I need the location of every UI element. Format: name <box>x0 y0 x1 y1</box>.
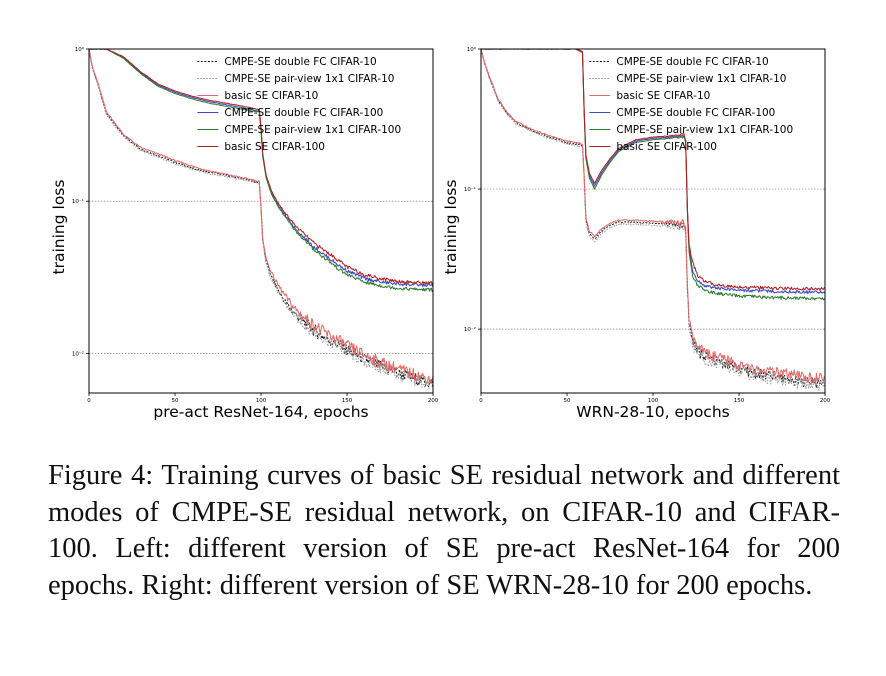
legend-label: CMPE-SE double FC CIFAR-10 <box>616 56 768 68</box>
chart-left: 10⁰ 10⁻¹ 10⁻² 0 50 100 150 200 CMPE-SE double FC… <box>44 40 439 426</box>
chart-svg: 10⁰ 10⁻¹ 10⁻² 0 50 100 150 200 CMPE-SE double FC… <box>442 46 831 421</box>
series-line <box>481 49 825 291</box>
y-tick-label: 10⁻¹ <box>72 198 84 205</box>
x-tick-label: 200 <box>428 398 439 404</box>
series-line <box>89 49 433 385</box>
series-line <box>481 49 825 294</box>
series-line <box>89 49 433 286</box>
y-tick-label: 10⁻² <box>464 326 476 333</box>
x-tick-label: 0 <box>87 398 91 404</box>
y-axis-label: training loss <box>50 180 68 275</box>
series-line <box>481 49 825 301</box>
y-axis-label: training loss <box>442 180 460 275</box>
y-tick-label: 10⁻¹ <box>464 186 476 193</box>
figure-caption: Figure 4: Training curves of basic SE re… <box>48 460 840 601</box>
legend-label: CMPE-SE pair-view 1x1 CIFAR-100 <box>224 124 401 136</box>
legend-label: basic SE CIFAR-100 <box>224 141 325 153</box>
legend-label: basic SE CIFAR-10 <box>616 90 710 102</box>
series-line <box>481 49 825 392</box>
x-tick-label: 50 <box>172 398 179 404</box>
series-line <box>481 49 825 385</box>
chart-svg: 10⁰ 10⁻¹ 10⁻² 0 50 100 150 200 CMPE-SE double FC… <box>50 46 439 421</box>
legend-label: CMPE-SE pair-view 1x1 CIFAR-10 <box>224 73 394 85</box>
x-tick-label: 150 <box>734 398 745 404</box>
x-axis-label: WRN-28-10, epochs <box>576 403 729 421</box>
series-line <box>89 49 433 389</box>
x-tick-label: 150 <box>342 398 353 404</box>
y-tick-label: 10⁻² <box>72 350 84 357</box>
series-line <box>89 49 433 292</box>
chart-right: 10⁰ 10⁻¹ 10⁻² 0 50 100 150 200 CMPE-SE double FC… <box>436 40 831 426</box>
legend-label: CMPE-SE double FC CIFAR-100 <box>224 107 383 119</box>
x-tick-label: 50 <box>564 398 571 404</box>
legend-label: CMPE-SE double FC CIFAR-100 <box>616 107 775 119</box>
legend-label: basic SE CIFAR-100 <box>616 141 717 153</box>
y-tick-label: 10⁰ <box>75 46 85 53</box>
legend-label: CMPE-SE double FC CIFAR-10 <box>224 56 376 68</box>
x-tick-label: 100 <box>648 398 659 404</box>
legend-label: basic SE CIFAR-10 <box>224 90 318 102</box>
plot-frame <box>88 48 434 394</box>
x-tick-label: 0 <box>479 398 483 404</box>
x-tick-label: 200 <box>820 398 831 404</box>
legend-label: CMPE-SE pair-view 1x1 CIFAR-10 <box>616 73 786 85</box>
y-tick-label: 10⁰ <box>467 46 477 53</box>
x-axis-label: pre-act ResNet-164, epochs <box>153 403 368 421</box>
legend-label: CMPE-SE pair-view 1x1 CIFAR-100 <box>616 124 793 136</box>
x-tick-label: 100 <box>256 398 267 404</box>
plot-frame <box>480 48 826 394</box>
